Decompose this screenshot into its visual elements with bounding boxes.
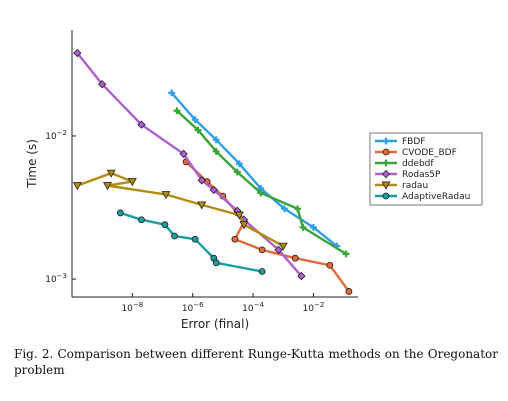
data-point — [171, 232, 178, 240]
legend-swatch-marker — [382, 159, 390, 167]
data-point — [191, 116, 199, 124]
data-point — [72, 182, 82, 191]
legend-swatch-marker — [381, 181, 391, 190]
legend-swatch-marker — [382, 148, 390, 156]
data-point — [258, 246, 266, 254]
series-adaptiveradau — [116, 209, 266, 275]
data-point — [197, 176, 206, 185]
legend: FBDFCVODE_BDFddebdfRodas5PradauAdaptiveR… — [369, 132, 483, 206]
y-tick-label: 10−3 — [45, 272, 67, 285]
legend-label: CVODE_BDF — [402, 148, 457, 158]
series-layer — [72, 48, 353, 295]
data-point — [137, 120, 146, 129]
data-point — [194, 126, 202, 134]
x-tick-label: 10−4 — [242, 301, 264, 314]
data-point — [310, 223, 317, 231]
legend-item: ddebdf — [375, 159, 434, 169]
data-point — [127, 178, 137, 187]
data-point — [212, 148, 220, 155]
data-point — [98, 80, 107, 89]
series-cvode-bdf — [182, 158, 353, 295]
data-point — [342, 250, 350, 258]
legend-label: AdaptiveRadau — [402, 192, 470, 202]
legend-box — [369, 132, 483, 206]
data-point — [106, 169, 116, 178]
data-point — [297, 271, 306, 281]
data-point — [231, 235, 239, 243]
data-point — [234, 211, 244, 220]
x-tick-label: 10−8 — [121, 301, 143, 314]
legend-item: FBDF — [375, 137, 425, 147]
data-point — [294, 205, 302, 213]
legend-swatch-marker — [382, 137, 390, 145]
legend-swatch-marker — [382, 192, 390, 200]
data-point — [299, 223, 307, 231]
legend-label: FBDF — [402, 137, 425, 147]
data-point — [291, 254, 299, 262]
legend-item: Rodas5P — [375, 169, 441, 180]
legend-item: CVODE_BDF — [375, 148, 457, 158]
data-point — [345, 288, 353, 295]
data-point — [258, 268, 266, 275]
legend-label: Rodas5P — [402, 170, 441, 180]
series-radau — [72, 169, 288, 251]
data-point — [161, 191, 171, 200]
data-point — [191, 235, 199, 243]
data-point — [103, 182, 112, 191]
data-point — [326, 261, 334, 269]
y-tick-label: 10−2 — [45, 129, 67, 142]
figure-caption: Fig. 2. Comparison between different Run… — [14, 347, 498, 377]
y-axis-title: Time (s) — [25, 139, 39, 189]
data-point — [161, 221, 169, 229]
data-point — [212, 136, 220, 144]
data-point — [209, 185, 218, 195]
data-point — [274, 245, 283, 255]
legend-item: radau — [375, 181, 428, 191]
legend-label: ddebdf — [402, 159, 434, 169]
data-point — [173, 107, 181, 115]
data-point — [281, 205, 288, 213]
legend-item: AdaptiveRadau — [375, 192, 470, 202]
series-line — [170, 92, 338, 248]
data-point — [233, 168, 241, 176]
data-point — [197, 201, 207, 210]
x-tick-label: 10−6 — [182, 301, 204, 314]
series-fbdf — [168, 89, 341, 250]
data-point — [116, 209, 124, 217]
x-axis-title: Error (final) — [181, 317, 249, 331]
data-point — [168, 89, 176, 97]
data-point — [235, 160, 243, 168]
data-point — [212, 259, 220, 267]
series-ddebdf — [173, 107, 350, 258]
data-point — [257, 189, 265, 197]
legend-swatch-marker — [381, 169, 391, 179]
data-point — [179, 149, 188, 159]
data-point — [278, 242, 288, 251]
x-tick-label: 10−2 — [303, 301, 325, 314]
axes: 10−8 10−6 10−4 10−2 10−3 10−2 Error (final) Tim… — [25, 30, 358, 331]
legend-label: radau — [402, 181, 428, 191]
data-point — [239, 221, 249, 230]
data-point — [73, 48, 82, 58]
data-point — [138, 216, 145, 224]
